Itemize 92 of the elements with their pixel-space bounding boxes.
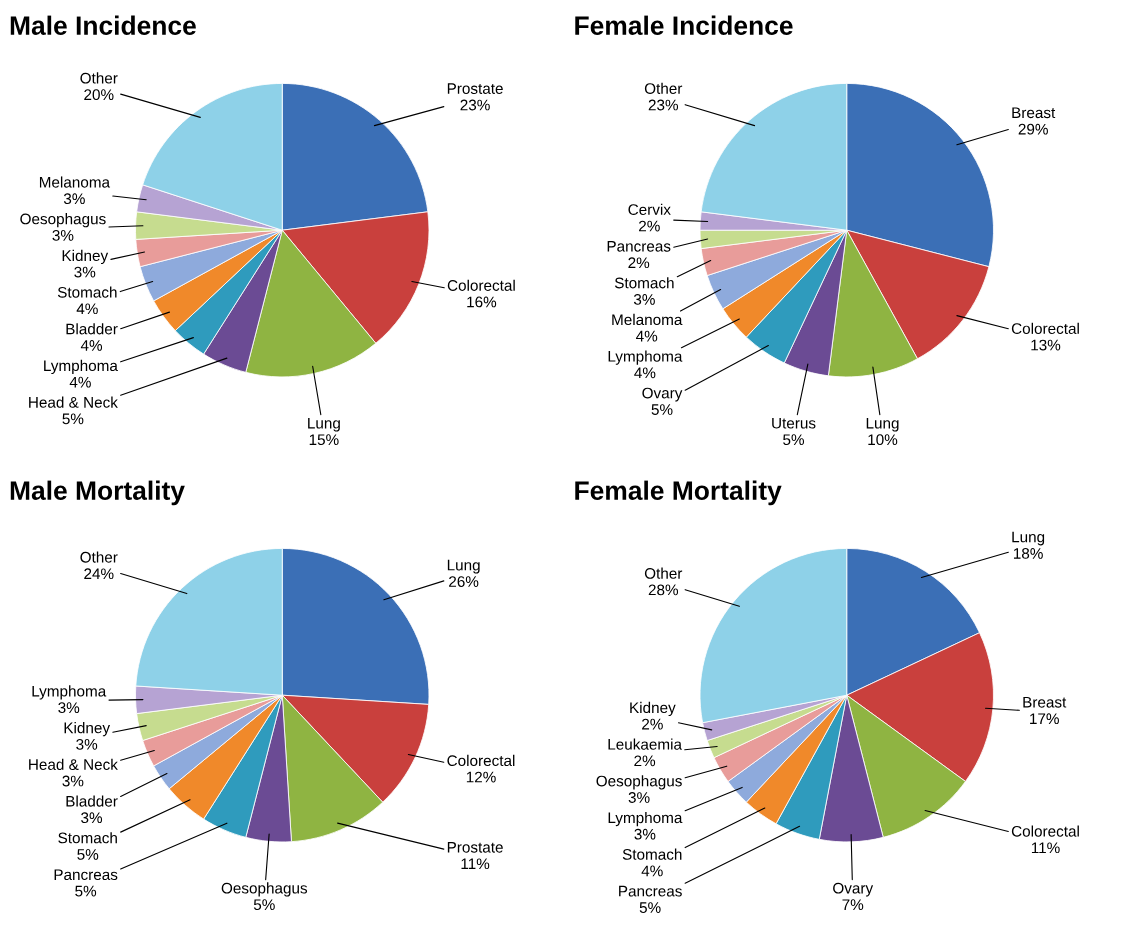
data-label: 3% [63, 193, 85, 205]
slice-label: Kidney [630, 701, 676, 717]
data-label: 2% [634, 755, 656, 767]
data-label: 4% [80, 340, 103, 351]
slice-label: Oesophagus [20, 213, 106, 228]
data-label: 4% [634, 367, 656, 379]
data-label: 4% [641, 865, 663, 877]
slice-label: Head & Neck [29, 396, 118, 408]
slice-label: Stomach [622, 848, 682, 860]
data-label: 5% [783, 434, 805, 446]
slice-label: Ovary [833, 882, 874, 897]
data-label: 28% [648, 584, 679, 596]
slice-label: Other [80, 72, 118, 84]
slice-label: Cervix [628, 203, 671, 216]
slice-label: Colorectal [1011, 825, 1079, 837]
data-label: 23% [460, 99, 490, 111]
data-label: 5% [253, 899, 275, 911]
slice-label: Other [80, 551, 118, 563]
data-label: 23% [648, 99, 679, 111]
slice-label: Stomach [614, 277, 674, 289]
data-label: 12% [466, 771, 496, 783]
data-label: 2% [642, 718, 663, 730]
chart-title: Female Mortality [575, 480, 782, 506]
slice-label: Stomach [57, 286, 117, 298]
slice-label: Kidney [62, 249, 109, 265]
data-label: 3% [81, 812, 103, 824]
slice-label: Oesophagus [221, 882, 308, 897]
slice-label: Pancreas [619, 885, 682, 897]
slice-label: Lymphoma [608, 811, 683, 827]
slice-label: Kidney [64, 722, 110, 737]
chart-title: Male Mortality [10, 480, 185, 506]
slice-label: Oesophagus [596, 775, 682, 790]
data-label: 15% [309, 434, 339, 446]
data-label: 3% [74, 266, 96, 278]
data-label: 3% [58, 702, 80, 714]
slice-label: Other [644, 567, 683, 579]
slice-label: Lung [866, 417, 899, 432]
slice-label: Ovary [642, 387, 683, 402]
slice-label: Prostate [447, 83, 503, 94]
slice-label: Pancreas [54, 869, 118, 881]
slice-label: Colorectal [1011, 322, 1079, 334]
chart-title: Female Incidence [575, 15, 793, 35]
slice-label: Leukaemia [608, 738, 682, 750]
slice-label: Bladder [66, 795, 118, 807]
slice-label: Lung [447, 559, 480, 574]
slice-label: Other [644, 82, 683, 94]
data-label: 5% [651, 404, 673, 415]
data-label: 3% [62, 775, 84, 787]
chart-title: Male Incidence [10, 15, 196, 35]
slice-label: Colorectal [447, 754, 515, 767]
data-label: 26% [449, 576, 479, 587]
data-label: 3% [76, 738, 98, 750]
slice-label: Lymphoma [32, 685, 107, 700]
slice-label: Lymphoma [44, 359, 118, 375]
slice-label: Breast [1012, 107, 1056, 119]
slice-label: Lung [308, 417, 340, 432]
data-label: 10% [868, 434, 898, 446]
slice-label: Pancreas [607, 241, 671, 252]
data-label: 2% [639, 220, 660, 232]
data-label: 5% [77, 849, 99, 860]
slice-label: Lymphoma [608, 350, 683, 365]
slice-label: Stomach [58, 832, 117, 844]
slice-label: Colorectal [447, 279, 515, 291]
data-label: 29% [1018, 123, 1048, 135]
slice-label: Breast [1023, 696, 1067, 708]
data-label: 5% [62, 413, 84, 425]
slice-label: Lung [1012, 531, 1045, 546]
slice-label: Prostate [447, 842, 503, 853]
data-label: 3% [52, 229, 74, 241]
data-label: 4% [69, 376, 91, 388]
data-label: 11% [1031, 842, 1060, 854]
slice-label: Melanoma [612, 313, 683, 326]
data-label: 4% [76, 303, 98, 315]
data-label: 7% [842, 899, 864, 910]
slice-label: Melanoma [39, 176, 111, 188]
slice-label: Bladder [66, 323, 118, 335]
data-label: 17% [1030, 713, 1059, 725]
data-label: 5% [75, 885, 97, 897]
data-label: 11% [461, 858, 490, 870]
data-label: 3% [628, 792, 650, 803]
data-label: 2% [628, 257, 650, 269]
data-label: 24% [84, 568, 114, 580]
slice-label: Uterus [772, 417, 816, 429]
data-label: 18% [1013, 548, 1043, 559]
data-label: 3% [634, 828, 656, 840]
data-label: 16% [467, 296, 497, 308]
slice-label: Head & Neck [29, 758, 118, 770]
data-label: 5% [639, 902, 661, 913]
data-label: 13% [1031, 339, 1061, 351]
data-label: 4% [636, 330, 658, 342]
data-label: 20% [84, 89, 114, 101]
data-label: 3% [633, 294, 655, 305]
